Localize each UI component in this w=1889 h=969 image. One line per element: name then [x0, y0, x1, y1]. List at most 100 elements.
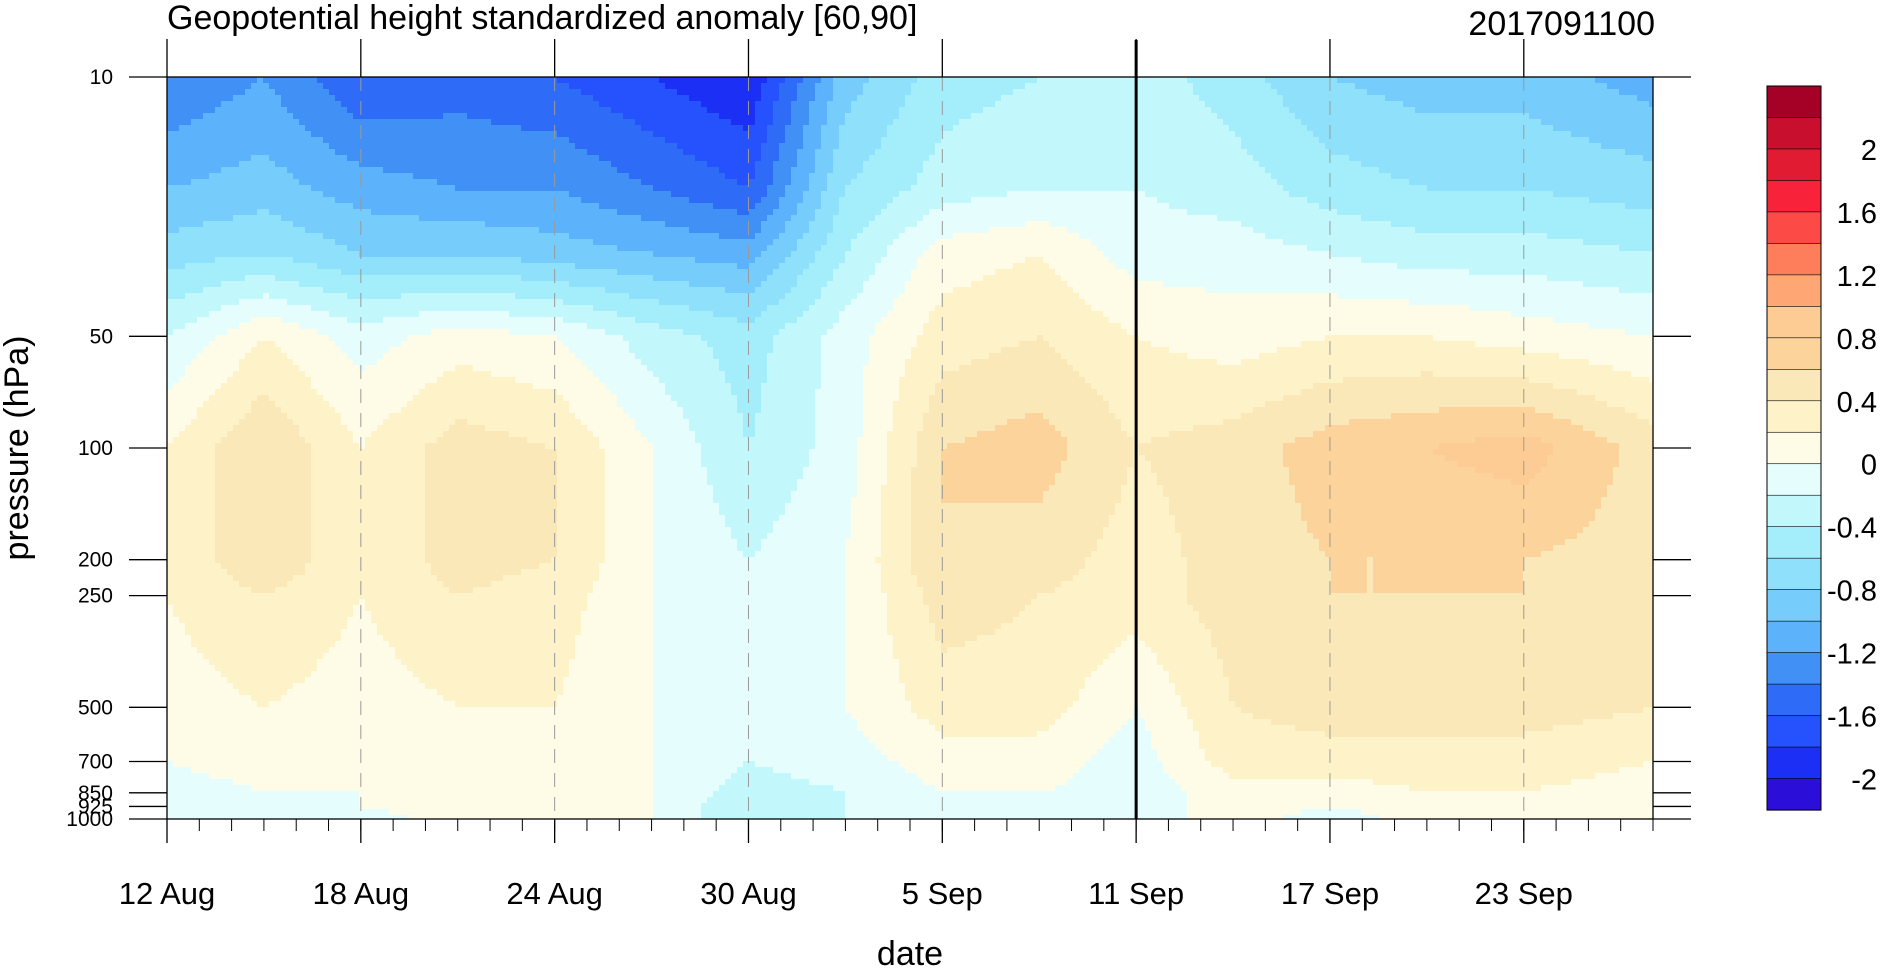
contour-cell — [317, 179, 324, 186]
contour-cell — [677, 95, 684, 102]
contour-cell — [365, 161, 372, 168]
contour-cell — [287, 95, 294, 102]
contour-cell — [359, 83, 366, 90]
contour-cell — [737, 161, 744, 168]
contour-cell — [275, 77, 282, 84]
contour-cell — [227, 185, 234, 192]
contour-cell — [959, 113, 966, 120]
contour-cell — [545, 83, 552, 90]
contour-cell — [1283, 119, 1290, 126]
contour-cell — [1307, 155, 1314, 162]
contour-cell — [371, 185, 378, 192]
contour-cell — [269, 191, 276, 198]
contour-cell — [827, 173, 834, 180]
contour-cell — [761, 119, 768, 126]
contour-cell — [437, 173, 444, 180]
contour-cell — [1097, 173, 1104, 180]
contour-cell — [1619, 155, 1626, 162]
contour-cell — [587, 161, 594, 168]
contour-cell — [1067, 89, 1074, 96]
contour-cell — [623, 119, 630, 126]
contour-cell — [197, 113, 204, 120]
contour-cell — [179, 89, 186, 96]
contour-cell — [971, 119, 978, 126]
contour-cell — [1241, 155, 1248, 162]
contour-cell — [1643, 107, 1650, 114]
contour-cell — [215, 125, 222, 132]
contour-cell — [641, 155, 648, 162]
contour-cell — [329, 137, 336, 144]
contour-cell — [1127, 77, 1134, 84]
contour-cell — [869, 143, 876, 150]
contour-cell — [383, 131, 390, 138]
contour-cell — [1025, 89, 1032, 96]
contour-cell — [911, 191, 918, 198]
contour-cell — [797, 131, 804, 138]
contour-cell — [329, 161, 336, 168]
contour-cell — [581, 143, 588, 150]
contour-cell — [1415, 131, 1422, 138]
contour-cell — [335, 77, 342, 84]
contour-cell — [1151, 89, 1158, 96]
contour-cell — [1415, 137, 1422, 144]
contour-cell — [863, 113, 870, 120]
contour-cell — [329, 143, 336, 150]
contour-cell — [1643, 167, 1650, 174]
contour-cell — [1607, 185, 1614, 192]
contour-cell — [1193, 149, 1200, 156]
contour-cell — [647, 131, 654, 138]
contour-cell — [1007, 107, 1014, 114]
contour-cell — [941, 119, 948, 126]
contour-cell — [1433, 131, 1440, 138]
contour-cell — [1013, 131, 1020, 138]
contour-cell — [731, 107, 738, 114]
contour-cell — [971, 167, 978, 174]
contour-cell — [1583, 173, 1590, 180]
contour-cell — [1271, 131, 1278, 138]
contour-cell — [1511, 95, 1518, 102]
contour-cell — [617, 119, 624, 126]
contour-cell — [1073, 155, 1080, 162]
contour-cell — [1193, 173, 1200, 180]
contour-cell — [911, 143, 918, 150]
contour-cell — [941, 83, 948, 90]
contour-cell — [899, 125, 906, 132]
contour-cell — [1571, 179, 1578, 186]
contour-cell — [1127, 167, 1134, 174]
contour-cell — [617, 113, 624, 120]
contour-cell — [899, 119, 906, 126]
contour-cell — [755, 161, 762, 168]
contour-cell — [1283, 131, 1290, 138]
contour-cell — [1481, 155, 1488, 162]
contour-cell — [557, 107, 564, 114]
contour-cell — [917, 185, 924, 192]
contour-cell — [551, 167, 558, 174]
contour-cell — [1271, 185, 1278, 192]
contour-cell — [1475, 161, 1482, 168]
contour-cell — [1067, 191, 1074, 198]
contour-cell — [575, 83, 582, 90]
contour-cell — [1445, 143, 1452, 150]
contour-cell — [677, 179, 684, 186]
contour-cell — [641, 137, 648, 144]
contour-cell — [1061, 155, 1068, 162]
contour-cell — [1145, 89, 1152, 96]
contour-cell — [1643, 101, 1650, 108]
contour-cell — [431, 107, 438, 114]
contour-cell — [515, 155, 522, 162]
contour-cell — [311, 83, 318, 90]
contour-cell — [989, 155, 996, 162]
contour-cell — [197, 125, 204, 132]
contour-cell — [1013, 179, 1020, 186]
contour-cell — [551, 89, 558, 96]
contour-cell — [1361, 137, 1368, 144]
contour-cell — [1445, 155, 1452, 162]
contour-cell — [1433, 83, 1440, 90]
contour-cell — [569, 185, 576, 192]
contour-cell — [1475, 131, 1482, 138]
contour-cell — [1187, 95, 1194, 102]
contour-cell — [251, 83, 258, 90]
contour-cell — [395, 137, 402, 144]
contour-cell — [995, 131, 1002, 138]
contour-cell — [1319, 167, 1326, 174]
